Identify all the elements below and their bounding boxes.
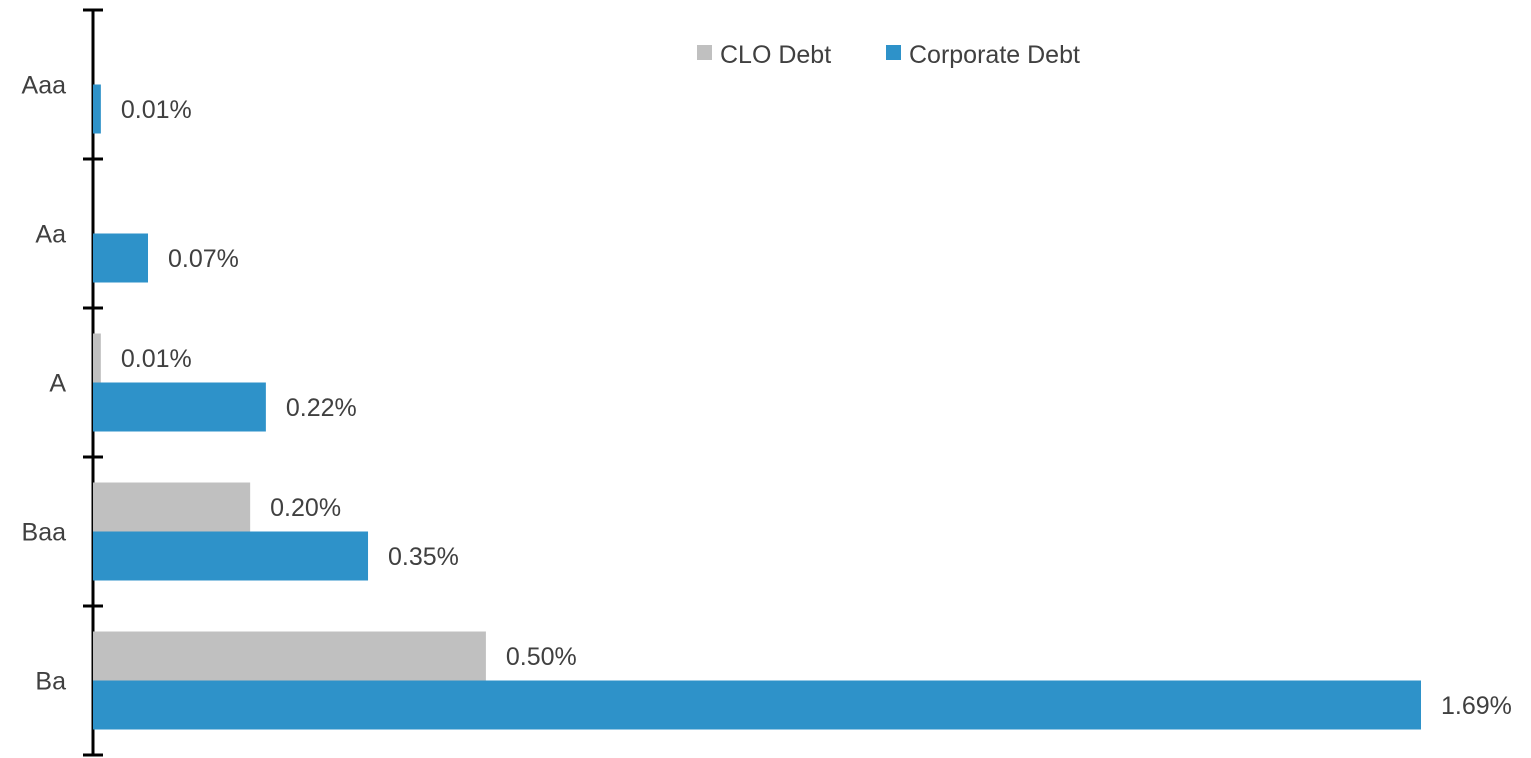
- data-label-corporate-debt-baa: 0.35%: [388, 543, 459, 571]
- bar-clo-debt-baa: [93, 482, 251, 532]
- data-label-corporate-debt-aa: 0.07%: [168, 245, 239, 273]
- legend: CLO Debt Corporate Debt: [697, 41, 1080, 69]
- labels-layer: 0.01% 0.07% 0.01% 0.22% 0.20% 0.35% 0.50% 1.69%: [121, 96, 1512, 720]
- legend-swatch-corporate-debt: [886, 45, 901, 60]
- legend-label-clo-debt: CLO Debt: [720, 41, 831, 69]
- category-label-aa: Aa: [35, 221, 66, 249]
- bar-corporate-debt-ba: [93, 680, 1421, 730]
- legend-swatch-clo-debt: [697, 45, 712, 60]
- bar-corporate-debt-aaa: [93, 84, 101, 134]
- category-label-baa: Baa: [22, 519, 67, 547]
- data-label-clo-debt-a: 0.01%: [121, 345, 192, 373]
- data-label-corporate-debt-ba: 1.69%: [1441, 692, 1512, 720]
- data-label-corporate-debt-a: 0.22%: [286, 394, 357, 422]
- category-label-ba: Ba: [35, 668, 66, 696]
- category-label-aaa: Aaa: [22, 72, 67, 100]
- bar-corporate-debt-aa: [93, 233, 149, 283]
- bar-corporate-debt-a: [93, 382, 266, 432]
- bar-clo-debt-a: [93, 333, 101, 383]
- category-label-a: A: [49, 370, 66, 398]
- axis-layer: Aaa Aa A Baa Ba: [22, 8, 103, 757]
- data-label-corporate-debt-aaa: 0.01%: [121, 96, 192, 124]
- legend-label-corporate-debt: Corporate Debt: [909, 41, 1080, 69]
- bar-clo-debt-ba: [93, 631, 486, 681]
- bars-layer: [93, 84, 1421, 730]
- data-label-clo-debt-ba: 0.50%: [506, 643, 577, 671]
- bar-corporate-debt-baa: [93, 531, 369, 581]
- data-label-clo-debt-baa: 0.20%: [270, 494, 341, 522]
